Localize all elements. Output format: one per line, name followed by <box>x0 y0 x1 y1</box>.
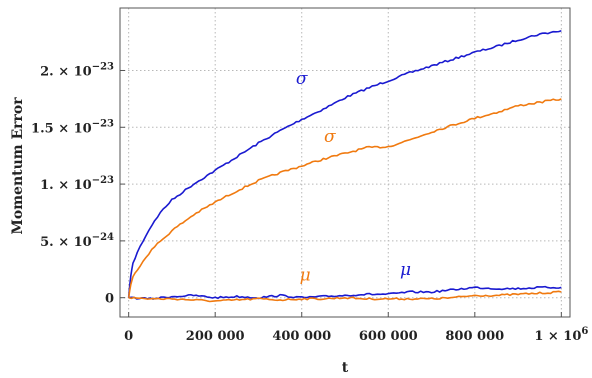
y-tick-mantissa: 0 <box>105 292 114 307</box>
series-line-1 <box>127 98 562 298</box>
y-tick-mantissa: 1.5 × 10 <box>31 121 92 136</box>
y-tick-exponent: −23 <box>92 175 114 186</box>
grid <box>120 8 570 317</box>
x-tick-exponent: 6 <box>581 326 588 337</box>
y-tick-mantissa: 2. × 10 <box>40 64 92 79</box>
y-axis: 05. × 10−241. × 10−231.5 × 10−232. × 10−… <box>31 61 125 307</box>
y-tick-mantissa: 1. × 10 <box>40 178 92 193</box>
x-axis-label: t <box>342 360 349 376</box>
y-tick-label: 1. × 10−23 <box>40 175 114 193</box>
x-tick-label: 400 000 <box>272 329 331 344</box>
series-line-2 <box>128 285 562 300</box>
series-annotation: μ <box>400 260 411 280</box>
y-axis-label: Momentum Error <box>10 97 26 235</box>
series-annotation: μ <box>300 266 311 286</box>
y-tick-exponent: −23 <box>92 118 114 129</box>
y-tick-exponent: −23 <box>92 61 114 72</box>
series-annotation: σ <box>296 69 308 89</box>
x-tick-label: 0 <box>124 329 133 344</box>
plot-frame <box>119 7 571 318</box>
series-annotation: σ <box>324 127 336 147</box>
y-tick-label: 1.5 × 10−23 <box>31 118 114 136</box>
x-tick-label: 600 000 <box>359 329 418 344</box>
x-axis: 0 200 000 400 000 600 000 800 000 1 × 106 <box>124 312 588 344</box>
x-tick-label: 200 000 <box>186 329 245 344</box>
series-group <box>127 29 562 303</box>
y-tick-label: 0 <box>105 292 114 307</box>
annotations: σ σ μ μ <box>296 69 411 286</box>
y-tick-exponent: −24 <box>92 232 114 243</box>
y-tick-label: 2. × 10−23 <box>40 61 114 79</box>
y-tick-label: 5. × 10−24 <box>40 232 114 250</box>
x-tick-label: 800 000 <box>445 329 504 344</box>
y-tick-mantissa: 5. × 10 <box>40 235 92 250</box>
series-line-0 <box>127 29 562 298</box>
series-line-3 <box>128 290 562 303</box>
x-tick-label: 1 × 106 <box>534 326 588 344</box>
